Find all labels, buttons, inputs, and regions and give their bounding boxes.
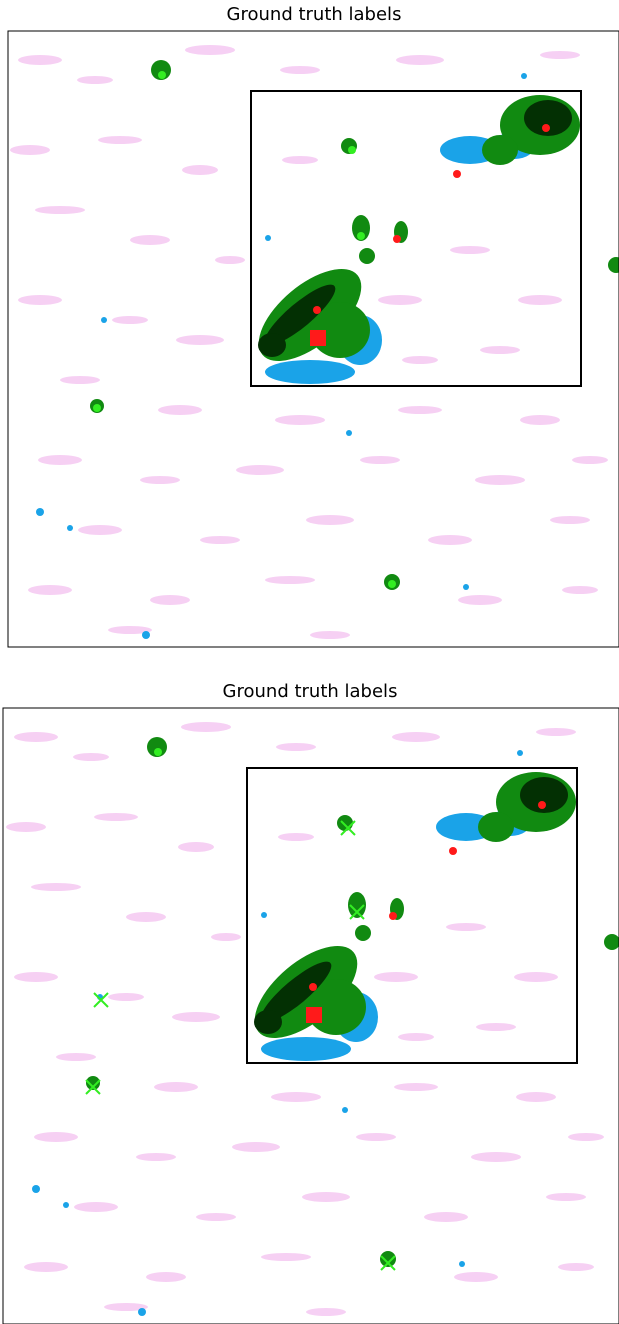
axes-frame bbox=[2, 707, 619, 1324]
image-panel bbox=[5, 721, 619, 1317]
axes-frame bbox=[7, 30, 619, 648]
panel-title: Ground truth labels bbox=[223, 681, 398, 702]
image-panel bbox=[9, 44, 619, 640]
panel-title: Ground truth labels bbox=[227, 4, 402, 25]
